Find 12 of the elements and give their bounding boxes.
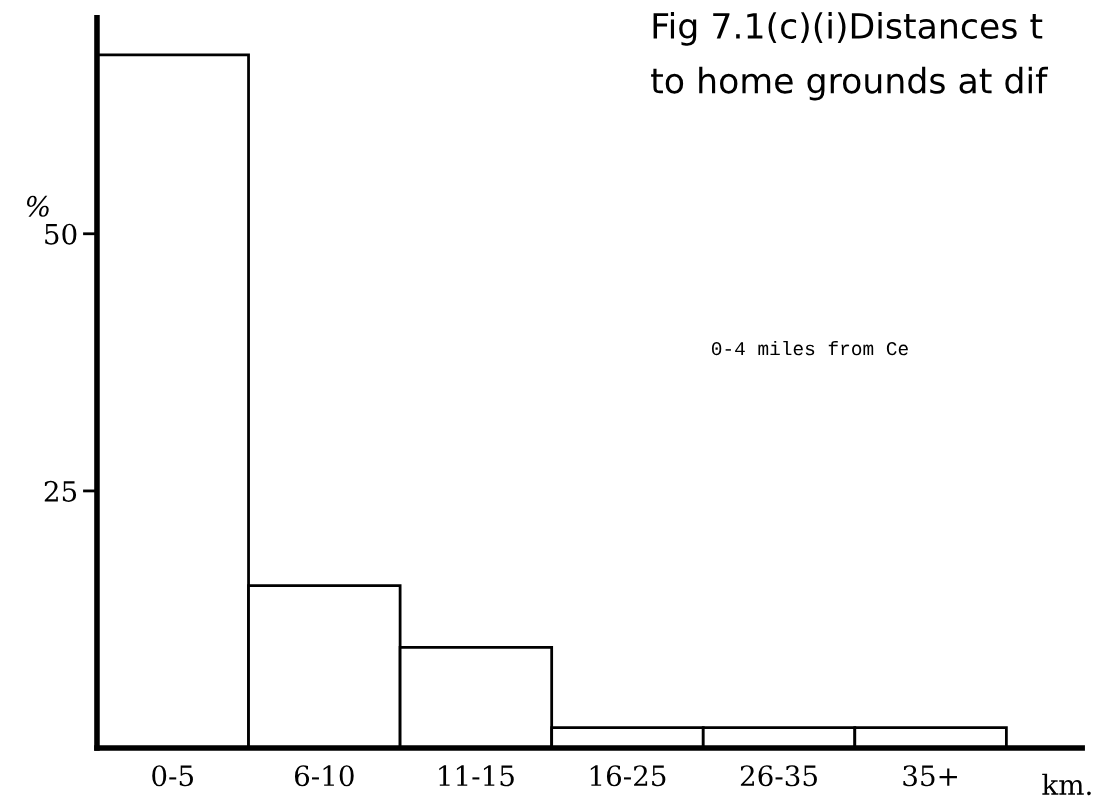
x-tick-label: 16-25 — [590, 765, 666, 787]
annotation: 0-4 miles from Ce — [711, 340, 908, 356]
x-tick-label: 35+ — [903, 765, 957, 787]
x-tick-label: 0-5 — [152, 765, 193, 787]
text: Fig 7.1(c)(i)Distances t to home grounds at dif — [651, 12, 1049, 101]
y-axis-title: % — [27, 195, 49, 217]
x-tick-label: 26-35 — [740, 765, 817, 787]
x-tick-label: 11-15 — [439, 765, 514, 787]
y-tick-label: 50 — [45, 223, 77, 245]
y-tick-label: 25 — [44, 480, 77, 502]
x-tick-label: 6-10 — [294, 765, 354, 787]
x-axis-title: km. — [1042, 773, 1091, 796]
